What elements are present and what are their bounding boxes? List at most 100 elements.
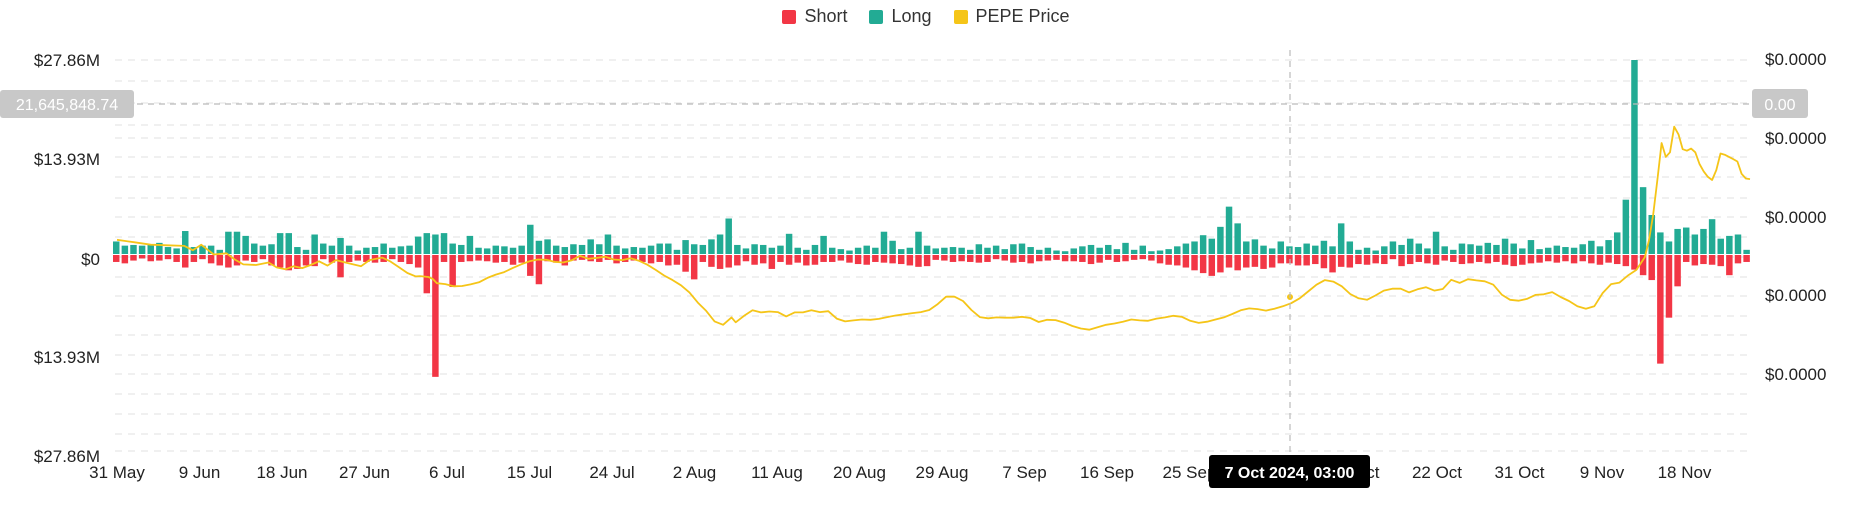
short-bar [389, 255, 396, 260]
long-bar [665, 243, 672, 254]
short-bar [768, 255, 776, 269]
long-bar [880, 231, 888, 254]
legend-item-short[interactable]: Short [782, 6, 847, 27]
long-bar [406, 245, 413, 254]
short-bar [216, 255, 223, 266]
long-bar [1441, 246, 1448, 254]
short-bar [1105, 255, 1112, 260]
short-bar [1691, 255, 1699, 266]
long-bar [820, 235, 827, 254]
long-bar [923, 245, 931, 254]
long-bar [639, 247, 646, 254]
long-bar [1708, 219, 1716, 254]
price-line [116, 125, 1751, 331]
long-bar [501, 246, 508, 254]
short-bar [975, 255, 983, 263]
long-bar [1061, 251, 1069, 254]
long-bar [1243, 241, 1250, 254]
long-bar [242, 235, 249, 254]
short-bar [1036, 255, 1043, 262]
short-bar [1199, 255, 1207, 274]
long-bar [1527, 240, 1535, 254]
bar-series [113, 60, 1750, 377]
short-bar [1208, 255, 1216, 276]
short-bar [1544, 255, 1552, 262]
short-bar [1398, 255, 1405, 267]
short-bar [1536, 255, 1543, 263]
long-bar [1010, 244, 1017, 254]
long-bar [156, 242, 163, 254]
short-bar [294, 255, 301, 269]
long-bar [1450, 249, 1457, 254]
long-bar [1588, 240, 1595, 254]
short-bar [518, 255, 525, 263]
long-bar [1174, 246, 1181, 254]
long-bar [1726, 235, 1733, 254]
long-bar [1346, 241, 1354, 254]
short-bar [354, 255, 362, 261]
long-bar [751, 244, 758, 254]
long-bar [777, 245, 784, 254]
long-bar [311, 234, 318, 254]
long-bar [268, 244, 275, 254]
long-bar [1432, 231, 1440, 254]
long-bar [578, 244, 586, 254]
x-tick-label: 18 Nov [1658, 463, 1712, 482]
short-bar [328, 255, 336, 263]
long-bar [1225, 206, 1233, 254]
short-bar [1682, 255, 1690, 262]
short-bar [1605, 255, 1612, 263]
long-bar [440, 233, 448, 254]
legend-label-price: PEPE Price [975, 6, 1070, 26]
short-bar [1044, 255, 1052, 261]
short-bar [544, 255, 551, 262]
long-bar [1372, 250, 1379, 254]
long-bar [1415, 243, 1423, 254]
long-bar [302, 249, 310, 254]
x-tick-label: 18 Jun [256, 463, 307, 482]
short-bar [432, 255, 439, 377]
long-bar [708, 239, 715, 254]
long-bar [1217, 226, 1224, 254]
x-tick-label: 2 Aug [673, 463, 717, 482]
short-bar [915, 255, 922, 267]
short-bar [1674, 255, 1681, 287]
long-bar [992, 245, 1000, 254]
long-bar [259, 245, 267, 254]
long-bar [1510, 243, 1517, 254]
short-bar [492, 255, 500, 263]
short-bar [1613, 255, 1621, 265]
long-bar [975, 244, 983, 254]
short-bar [320, 255, 327, 260]
legend-item-price[interactable]: PEPE Price [953, 6, 1070, 27]
long-bar [121, 245, 129, 254]
long-bar [682, 240, 689, 254]
long-bar [423, 233, 431, 254]
short-bar [1596, 255, 1604, 265]
short-bar [1631, 255, 1638, 270]
short-bar [199, 255, 206, 260]
short-bar [1260, 255, 1267, 269]
x-tick-label: 9 Nov [1580, 463, 1625, 482]
long-bar [1113, 249, 1121, 254]
short-bar [889, 255, 896, 264]
legend-item-long[interactable]: Long [869, 6, 932, 27]
short-bar [225, 255, 232, 268]
short-bar [509, 255, 517, 265]
short-bar [897, 255, 905, 265]
long-bar [1467, 244, 1474, 254]
long-bar [1156, 250, 1164, 254]
short-bar [665, 255, 672, 266]
long-bar [621, 248, 629, 254]
short-bar [803, 255, 810, 266]
short-bar [561, 255, 569, 266]
short-bar [1070, 255, 1077, 262]
short-bar [449, 255, 456, 288]
short-bar [1217, 255, 1224, 273]
short-bar [630, 255, 638, 261]
long-bar [872, 247, 879, 254]
long-bar [1519, 248, 1526, 254]
long-bar [1717, 238, 1724, 254]
short-bar [1708, 255, 1716, 265]
